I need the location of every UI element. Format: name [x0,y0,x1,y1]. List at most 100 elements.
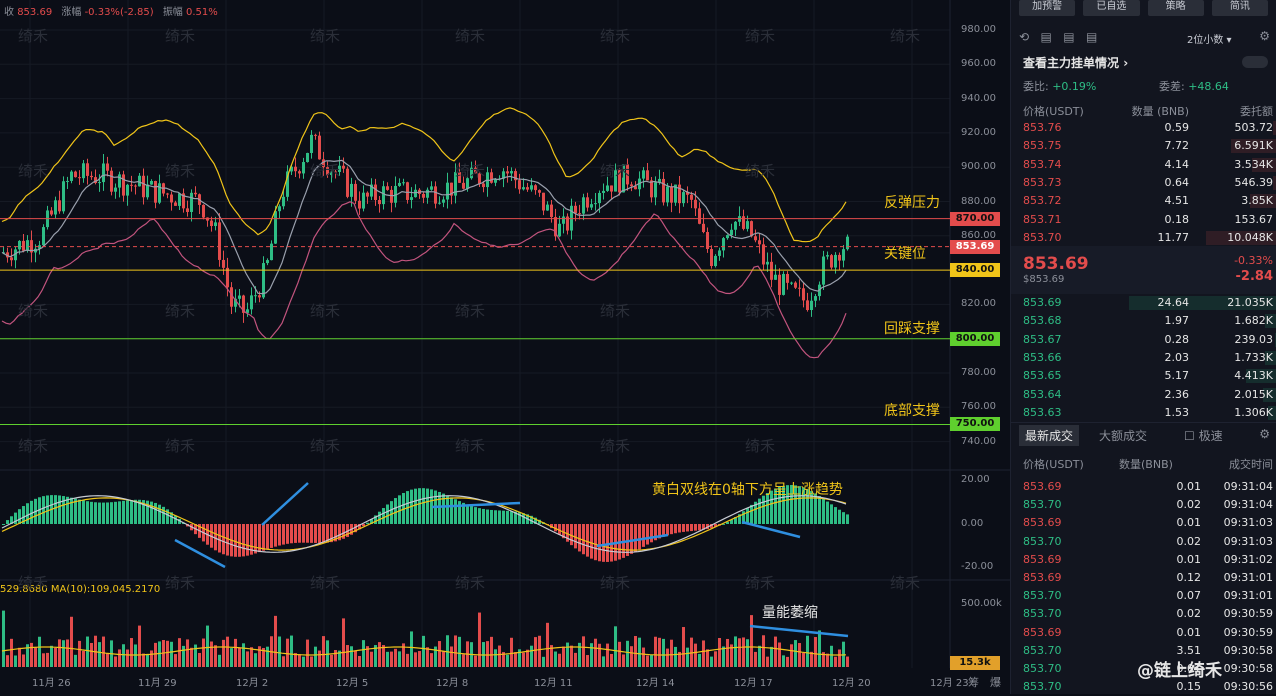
candle-body [554,217,557,237]
macd-bar [114,501,117,524]
macd-bar [62,496,65,524]
ask-row[interactable]: 853.72 4.51 3.85K [1011,192,1276,210]
macd-bar [482,508,485,524]
candle-body [54,200,57,215]
ask-row[interactable]: 853.71 0.18 153.67 [1011,211,1276,229]
candle-body [518,180,521,190]
macd-bar [426,488,429,524]
macd-bar [258,524,261,553]
bid-row[interactable]: 853.64 2.36 2.015K [1011,386,1276,404]
candle-body [606,185,609,191]
trade-settings-icon[interactable]: ⚙ [1259,427,1270,441]
main-force-toggle[interactable] [1242,56,1268,68]
precision-select[interactable]: 2位小数 ▾ [1187,35,1232,46]
volume-bar [462,654,465,667]
candle-body [610,185,613,192]
volume-bar [794,640,797,667]
macd-bar [334,524,337,542]
volume-bar [434,646,437,667]
volume-bar [530,645,533,667]
trade-row: 853.70 0.02 09:31:04 [1023,498,1273,512]
extreme-checkbox[interactable]: ☐ 极速 [1184,429,1223,443]
tab-large-trades[interactable]: 大额成交 [1099,429,1148,443]
key-level-note: 关键位 [884,246,926,262]
macd-bar [602,524,605,562]
volume-bar [10,638,13,667]
ask-row[interactable]: 853.76 0.59 503.72 [1011,119,1276,137]
strategy-button[interactable]: 策略 [1147,0,1204,16]
candle-body [242,295,245,313]
bid-row[interactable]: 853.67 0.28 239.03 [1011,331,1276,349]
volume-bar [222,639,225,667]
bid-row[interactable]: 853.65 5.17 4.413K [1011,367,1276,385]
macd-bar [562,524,565,539]
ask-row[interactable]: 853.75 7.72 6.591K [1011,137,1276,155]
upper-band-line [1,107,847,243]
volume-bar [774,636,777,667]
macd-bar [18,509,21,524]
volume-tick: 500.00k [961,598,1002,609]
volume-bar [554,651,557,667]
candle-body [222,259,225,268]
add-alert-button[interactable]: 加预警 [1019,0,1076,16]
tab-latest-trades[interactable]: 最新成交 [1019,425,1080,446]
candle-body [130,184,133,186]
macd-bar [658,524,661,539]
main-force-link[interactable]: 查看主力挂单情况 › [1023,56,1129,70]
volume-bar [58,639,61,667]
bid-row[interactable]: 853.66 2.03 1.733K [1011,349,1276,367]
macd-bar [558,524,561,535]
time-tick: 12月 17 [734,678,773,689]
trade-row: 853.69 0.01 09:30:59 [1023,625,1273,639]
price-tick: 900.00 [961,161,996,173]
macd-bar [122,500,125,524]
candle-body [682,192,685,204]
watchlist-button[interactable]: 已自选 [1083,0,1140,16]
ask-row[interactable]: 853.73 0.64 546.39 [1011,174,1276,192]
candle-body [314,134,317,136]
volume-bar [458,636,461,667]
volume-bar [286,638,289,667]
ask-row[interactable]: 853.70 11.77 10.048K [1011,229,1276,247]
macd-bar [22,506,25,524]
macd-bar [142,500,145,524]
news-button[interactable]: 简讯 [1211,0,1268,16]
macd-bar [394,498,397,524]
volume-bar [758,645,761,667]
candle-body [226,267,229,288]
candle-body [370,184,373,197]
macd-bar [218,524,221,553]
volume-bar [766,656,769,667]
candle-body [282,196,285,207]
candle-body [290,166,293,172]
volume-bar [514,652,517,667]
candle-body [698,208,701,224]
macd-bar [386,504,389,524]
layout-icons[interactable]: ⟲ ▤ ▤ ▤ [1019,30,1098,44]
kline-chart[interactable]: 收 853.69 涨幅 -0.33%(-2.85) 振幅 0.51% 980.0… [0,0,1010,694]
volume-bar [446,635,449,667]
volume-bar [742,637,745,667]
volume-bar [490,636,493,667]
bid-row[interactable]: 853.68 1.97 1.682K [1011,312,1276,330]
macd-bar [774,488,777,524]
volume-bar [426,647,429,667]
candle-body [82,163,85,179]
macd-bar [278,524,281,546]
volume-bar [402,643,405,667]
bid-row[interactable]: 853.69 24.64 21.035K [1011,294,1276,312]
candle-body [586,197,589,208]
ask-row[interactable]: 853.74 4.14 3.534K [1011,156,1276,174]
volume-bar [618,641,621,667]
liquidation-icon[interactable]: 爆 [990,676,1001,689]
volume-bar [654,636,657,667]
candle-body [374,184,377,201]
time-tick: 12月 20 [832,678,871,689]
settings-icon[interactable]: ⚙ [1259,29,1270,43]
chip-icon[interactable]: 筹 [968,676,979,689]
macd-bar [474,507,477,524]
macd-bar [806,489,809,524]
volume-bar [190,647,193,667]
volume-bar [602,656,605,667]
bid-row[interactable]: 853.63 1.53 1.306K [1011,404,1276,422]
